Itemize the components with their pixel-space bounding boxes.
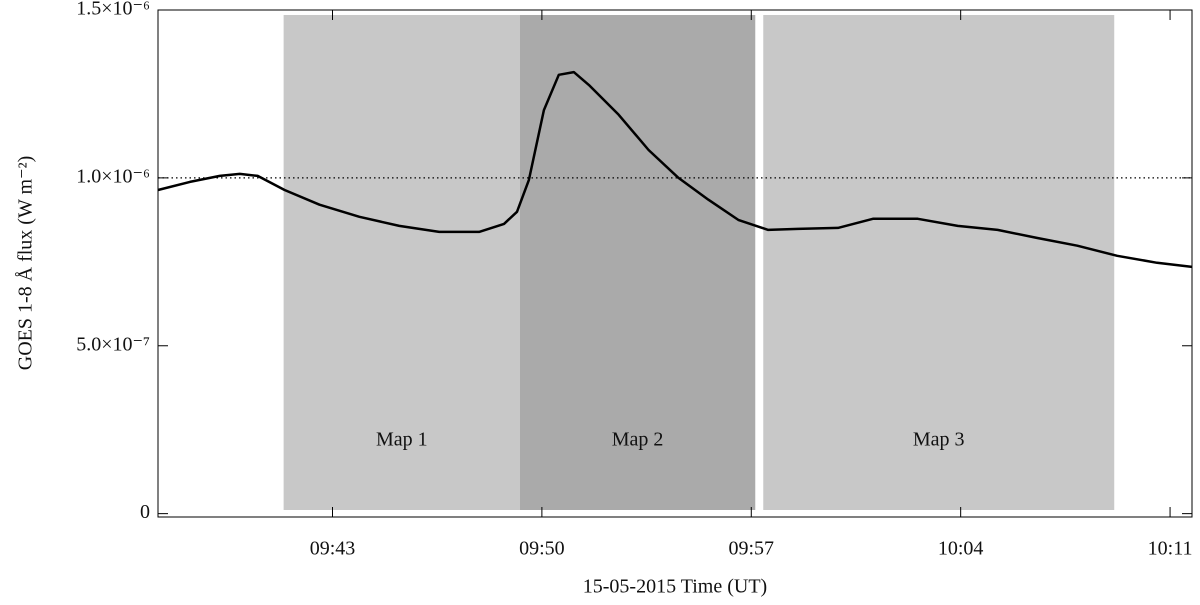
map-region [283, 15, 520, 510]
region-label: Map 2 [612, 429, 664, 451]
x-tick-label: 09:50 [519, 538, 565, 560]
x-tick-label: 10:04 [938, 538, 984, 560]
x-tick-label: 09:57 [728, 538, 774, 560]
x-tick-label: 10:11 [1148, 538, 1193, 560]
region-label: Map 3 [913, 429, 965, 451]
x-axis-label: 15-05-2015 Time (UT) [583, 576, 767, 598]
y-tick-label: 1.0×10⁻⁶ [76, 165, 150, 187]
y-tick-label: 0 [140, 501, 150, 523]
x-tick-label: 09:43 [310, 538, 356, 560]
map-region [519, 15, 756, 510]
y-tick-label: 1.5×10⁻⁶ [76, 0, 150, 20]
y-tick-label: 5.0×10⁻⁷ [76, 333, 150, 355]
map-region [763, 15, 1115, 510]
flux-line [157, 70, 1193, 269]
region-label: Map 1 [376, 429, 428, 451]
y-axis-label: GOES 1-8 Å flux (W m⁻²) [15, 156, 37, 371]
plot-frame [157, 9, 1193, 518]
